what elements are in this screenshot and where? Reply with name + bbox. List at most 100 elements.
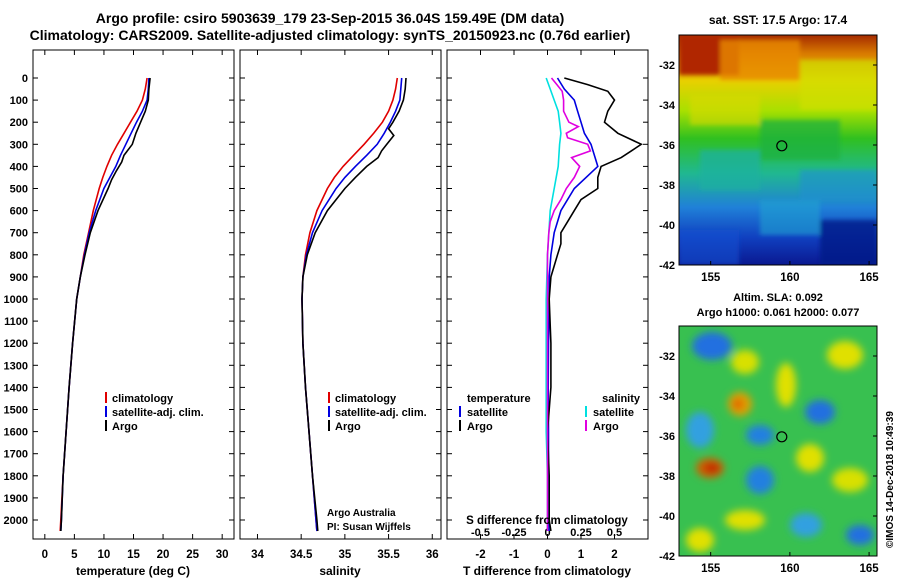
map-y-tick-label: -36 [659, 431, 675, 443]
top-x-tick-label: -0.25 [501, 527, 526, 539]
x-tick-label: 20 [157, 549, 170, 561]
salinity-axis: 34 34.5 35 35.5 36 [251, 50, 439, 561]
x-tick-label: 0 [42, 549, 48, 561]
depth-tick-label: 700 [10, 228, 28, 240]
depth-tick-label: 200 [10, 117, 28, 129]
x-tick-label: 25 [186, 549, 199, 561]
x-tick-label: 30 [216, 549, 229, 561]
depth-tick-label: 1100 [4, 316, 28, 328]
sla-map-image [679, 326, 877, 556]
legend-s-argo: Argo [593, 421, 619, 433]
series-line-satellite-adj-clim- [302, 78, 402, 531]
map-x-tick-label: 160 [780, 563, 799, 575]
map-y-tick-label: -42 [659, 260, 675, 272]
legend-satellite: satellite-adj. clim. [112, 407, 204, 419]
depth-tick-label: 1600 [4, 427, 28, 439]
difference-xlabel: T difference from climatology [463, 564, 631, 578]
depth-tick-label: 100 [10, 95, 28, 107]
map-x-tick-label: 155 [701, 272, 721, 284]
map-x-tick-label: 160 [780, 272, 799, 284]
salinity-panel-frame [240, 50, 441, 539]
temperature-xlabel: temperature (deg C) [76, 564, 190, 578]
depth-tick-label: 800 [10, 250, 28, 262]
x-tick-label: 35.5 [377, 549, 400, 561]
legend-s-satellite: satellite [593, 407, 634, 419]
top-x-tick-label: 0.25 [570, 527, 591, 539]
salinity-series [302, 78, 406, 531]
x-tick-label: 35 [338, 549, 351, 561]
difference-series [546, 78, 641, 531]
depth-tick-label: 0 [22, 73, 28, 85]
x-tick-label: 1 [578, 549, 585, 561]
salinity-annotation: Argo Australia PI: Susan Wijffels [327, 508, 411, 533]
x-tick-label: -1 [509, 549, 520, 561]
map-x-tick-label: 165 [859, 563, 879, 575]
x-tick-label: 34.5 [290, 549, 313, 561]
depth-tick-label: 1700 [4, 449, 28, 461]
series-line-argo [302, 78, 406, 531]
series-line-satellite-adj-clim- [61, 78, 149, 531]
series-line-climatology [60, 78, 147, 531]
map-y-tick-label: -40 [659, 220, 675, 232]
map-y-tick-label: -32 [659, 351, 675, 363]
map-y-tick-label: -38 [659, 180, 675, 192]
depth-tick-label: 1200 [4, 338, 28, 350]
map-y-tick-label: -42 [659, 551, 675, 563]
sst-map-image [679, 35, 877, 265]
series-line-t-satellite [548, 78, 598, 531]
depth-tick-label: 1400 [4, 382, 28, 394]
legend-temperature-heading: temperature [467, 393, 531, 405]
series-line-argo [61, 78, 150, 531]
x-tick-label: 34 [251, 549, 264, 561]
map-y-tick-label: -40 [659, 511, 675, 523]
depth-tick-label: 500 [10, 184, 28, 196]
legend-t-satellite: satellite [467, 407, 508, 419]
depth-tick-label: 300 [10, 139, 28, 151]
sst-map-title: sat. SST: 17.5 Argo: 17.4 [709, 13, 848, 27]
x-tick-label: 10 [98, 549, 111, 561]
map-y-tick-label: -36 [659, 140, 675, 152]
depth-tick-label: 400 [10, 161, 28, 173]
legend-climatology: climatology [335, 393, 397, 405]
salinity-xlabel: salinity [319, 564, 361, 578]
difference-top-xlabel: S difference from climatology [466, 515, 628, 527]
map-y-tick-label: -32 [659, 60, 675, 72]
figure: 0100200300400500600700800900100011001200… [0, 0, 900, 580]
depth-tick-label: 900 [10, 272, 28, 284]
legend-satellite: satellite-adj. clim. [335, 407, 427, 419]
depth-tick-label: 1500 [4, 405, 28, 417]
top-x-tick-label: 0.5 [607, 527, 622, 539]
depth-tick-label: 1900 [4, 493, 28, 505]
legend-argo: Argo [112, 421, 138, 433]
depth-tick-label: 1800 [4, 471, 28, 483]
x-tick-label: 0 [544, 549, 550, 561]
x-tick-label: 5 [71, 549, 78, 561]
legend-climatology: climatology [112, 393, 174, 405]
x-tick-label: -2 [475, 549, 485, 561]
temperature-series [60, 78, 150, 531]
depth-tick-label: 600 [10, 206, 28, 218]
annotation-line2: PI: Susan Wijffels [327, 522, 411, 533]
depth-tick-label: 1300 [4, 360, 28, 372]
series-line-t-argo [548, 78, 642, 531]
salinity-legend: climatology satellite-adj. clim. Argo [329, 392, 427, 433]
map-x-tick-label: 165 [859, 272, 879, 284]
legend-t-argo: Argo [467, 421, 493, 433]
sla-map-title-line2: Argo h1000: 0.061 h2000: 0.077 [697, 307, 860, 319]
annotation-line1: Argo Australia [327, 508, 396, 519]
map-y-tick-label: -34 [659, 391, 676, 403]
legend-salinity-heading: salinity [602, 393, 641, 405]
depth-tick-label: 1000 [4, 294, 28, 306]
sla-map-title-line1: Altim. SLA: 0.092 [733, 292, 823, 304]
depth-tick-label: 2000 [4, 515, 28, 527]
series-line-s-argo [548, 78, 591, 531]
map-y-tick-label: -38 [659, 471, 675, 483]
x-tick-label: 2 [611, 549, 617, 561]
map-y-tick-label: -34 [659, 100, 676, 112]
top-x-tick-label: -0.5 [471, 527, 490, 539]
legend-argo: Argo [335, 421, 361, 433]
depth-axis: 0 100 200 300 400 500 600 700 800 900 1000 1100 1200… [4, 73, 648, 527]
credit-text: ©IMOS 14-Dec-2018 10:49:39 [885, 411, 896, 548]
temperature-legend: climatology satellite-adj. clim. Argo [106, 392, 204, 433]
map-x-tick-label: 155 [701, 563, 721, 575]
